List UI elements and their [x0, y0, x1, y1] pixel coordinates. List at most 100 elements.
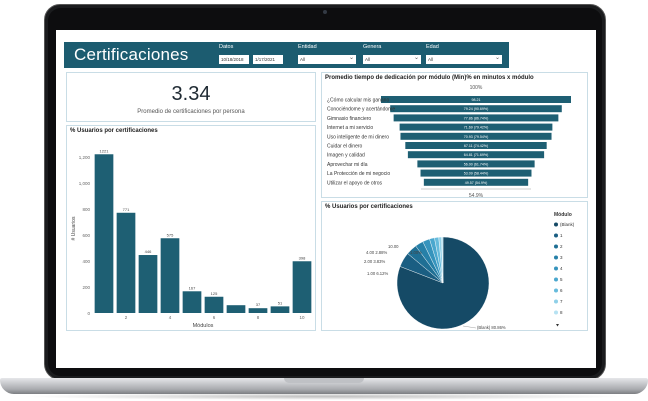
- bar-data-label: 1221: [100, 148, 110, 153]
- edad-value: All: [428, 57, 434, 62]
- funnel-chart-title: Promedio tiempo de dedicación por módulo…: [325, 75, 534, 81]
- x-tick-label: 10: [299, 315, 305, 320]
- camera-dot: [323, 10, 327, 14]
- pie-legend-label: (Blank): [560, 222, 575, 227]
- pie-legend-swatch: [554, 244, 558, 249]
- funnel-bar: [400, 132, 552, 140]
- pie-legend-swatch: [554, 255, 558, 260]
- y-tick-label: 0: [87, 311, 90, 316]
- bar: [204, 296, 224, 313]
- dashboard-screen: Certificaciones Datos 10/18/2018 1/17/20…: [56, 30, 596, 368]
- pie-legend-label: 7: [560, 299, 563, 304]
- pie-legend-label: 8: [560, 310, 563, 315]
- date-start-input[interactable]: 10/18/2018: [219, 55, 249, 64]
- edad-dropdown[interactable]: All ⌄: [426, 55, 502, 64]
- x-tick-label: 6: [213, 315, 216, 320]
- y-tick-label: 400: [82, 259, 90, 264]
- bar: [94, 154, 114, 313]
- funnel-bar-label: 71.69 (79.42%): [464, 126, 489, 130]
- x-axis-title: Módulos: [193, 323, 214, 329]
- funnel-bar: [423, 178, 529, 186]
- funnel-bar: [393, 114, 559, 122]
- bar: [182, 291, 202, 313]
- y-tick-label: 1,000: [79, 181, 91, 186]
- funnel-category-label: Aprovechar mi día: [327, 162, 368, 168]
- bar-chart-title: % Usuarios por certificaciones: [70, 128, 158, 134]
- funnel-bar: [399, 123, 553, 131]
- header-bar: Certificaciones Datos 10/18/2018 1/17/20…: [64, 42, 509, 68]
- pie-legend-swatch: [554, 288, 558, 293]
- bar-data-label: 51: [278, 300, 283, 305]
- funnel-bar: [407, 151, 545, 159]
- pie-data-label: 2.00 3.83%: [364, 259, 385, 264]
- pie-legend-swatch: [554, 233, 558, 238]
- bar: [248, 308, 268, 313]
- bar-data-label: 575: [167, 232, 174, 237]
- laptop-notch: [284, 378, 364, 383]
- y-tick-label: 600: [82, 233, 90, 238]
- pie-legend-title: Módulo: [554, 212, 572, 218]
- y-tick-label: 200: [82, 285, 90, 290]
- kpi-card: 3.34 Promedio de certificaciones por per…: [66, 72, 316, 122]
- pie-data-label: (Blank) 80.86%: [477, 325, 506, 330]
- pie-legend-label: 6: [560, 288, 563, 293]
- chevron-down-icon: ⌄: [494, 55, 500, 61]
- pie-chart-svg: (Blank) 80.86% 1.00 6.12% 2.00 3.83% 4.00 2…: [364, 212, 575, 330]
- funnel-bar: [420, 169, 532, 177]
- bar: [160, 238, 180, 313]
- funnel-bar-label: 77.86 (86.74%): [464, 116, 489, 120]
- funnel-bar: [390, 105, 562, 113]
- entidad-value: All: [300, 57, 306, 62]
- filter-label-datos: Datos: [219, 44, 234, 50]
- pie-legend-label: 4: [560, 266, 563, 271]
- funnel-category-label: ¿Cómo calcular mis ganano: [327, 98, 389, 104]
- funnel-bar-label: 98.21: [472, 98, 481, 102]
- bar: [116, 212, 136, 313]
- funnel-category-label: La Protección de mi negocio: [327, 171, 390, 177]
- pie-slice: [441, 236, 444, 284]
- funnel-bar: [381, 96, 571, 103]
- pie-data-label: 4.00 2.88%: [366, 250, 387, 255]
- funnel-category-label: Imagen y calidad: [327, 153, 365, 159]
- funnel-chart-card: Promedio tiempo de dedicación por módulo…: [321, 72, 588, 199]
- pie-legend-swatch: [554, 277, 558, 282]
- kpi-label: Promedio de certificaciones por persona: [137, 109, 245, 115]
- bar-chart-card: % Usuarios por certificaciones 0 200 400 60…: [66, 125, 316, 331]
- pie-legend-label: 3: [560, 255, 563, 260]
- y-axis-title: # Usuarios: [71, 216, 77, 240]
- funnel-bar-label: 70.93 (79.54%): [464, 135, 489, 139]
- chevron-down-icon: ⌄: [413, 55, 419, 61]
- bar-data-label: 167: [189, 285, 196, 290]
- x-tick-label: 4: [169, 315, 172, 320]
- bar-chart-svg: 0 200 400 600 800 1,000 1,200 # Usuarios Módulos…: [71, 148, 312, 329]
- funnel-category-label: Gimnasio financiero: [327, 116, 371, 122]
- bar-data-label: 771: [123, 207, 130, 212]
- date-end-input[interactable]: 1/17/2021: [253, 55, 283, 64]
- funnel-category-label: Conociéndome y acertándome: [327, 107, 395, 113]
- funnel-bar-label: 79.24 (90.69%): [464, 107, 489, 111]
- genera-value: All: [365, 57, 371, 62]
- genera-dropdown[interactable]: All ⌄: [363, 55, 421, 64]
- funnel-category-label: Uso inteligente de mi dinero: [327, 134, 389, 140]
- filter-label-entidad: Entidad: [298, 44, 317, 50]
- bar: [292, 261, 312, 313]
- funnel-top-label: 100%: [470, 85, 483, 91]
- y-tick-label: 1,200: [79, 155, 91, 160]
- bar: [138, 255, 158, 313]
- bar: [270, 306, 290, 313]
- pie-legend-label: 2: [560, 244, 563, 249]
- y-tick-label: 800: [82, 207, 90, 212]
- funnel-bar-label: 49.57 (54.9%): [465, 181, 488, 185]
- funnel-bar-label: 53.09 (58.44%): [464, 172, 489, 176]
- pie-legend-swatch: [554, 299, 558, 304]
- funnel-bar: [417, 160, 535, 168]
- entidad-dropdown[interactable]: All ⌄: [298, 55, 356, 64]
- pie-chart-card: % Usuarios por certificaciones (Blank) 8…: [321, 201, 588, 331]
- pie-legend-label: 1: [560, 233, 563, 238]
- pie-data-label: 1.00%: [410, 250, 422, 255]
- bar-data-label: 446: [145, 249, 152, 254]
- x-tick-label: 2: [125, 315, 128, 320]
- kpi-value: 3.34: [171, 83, 211, 105]
- pie-chart-title: % Usuarios por certificaciones: [325, 204, 413, 210]
- pie-leader-line: [462, 325, 477, 329]
